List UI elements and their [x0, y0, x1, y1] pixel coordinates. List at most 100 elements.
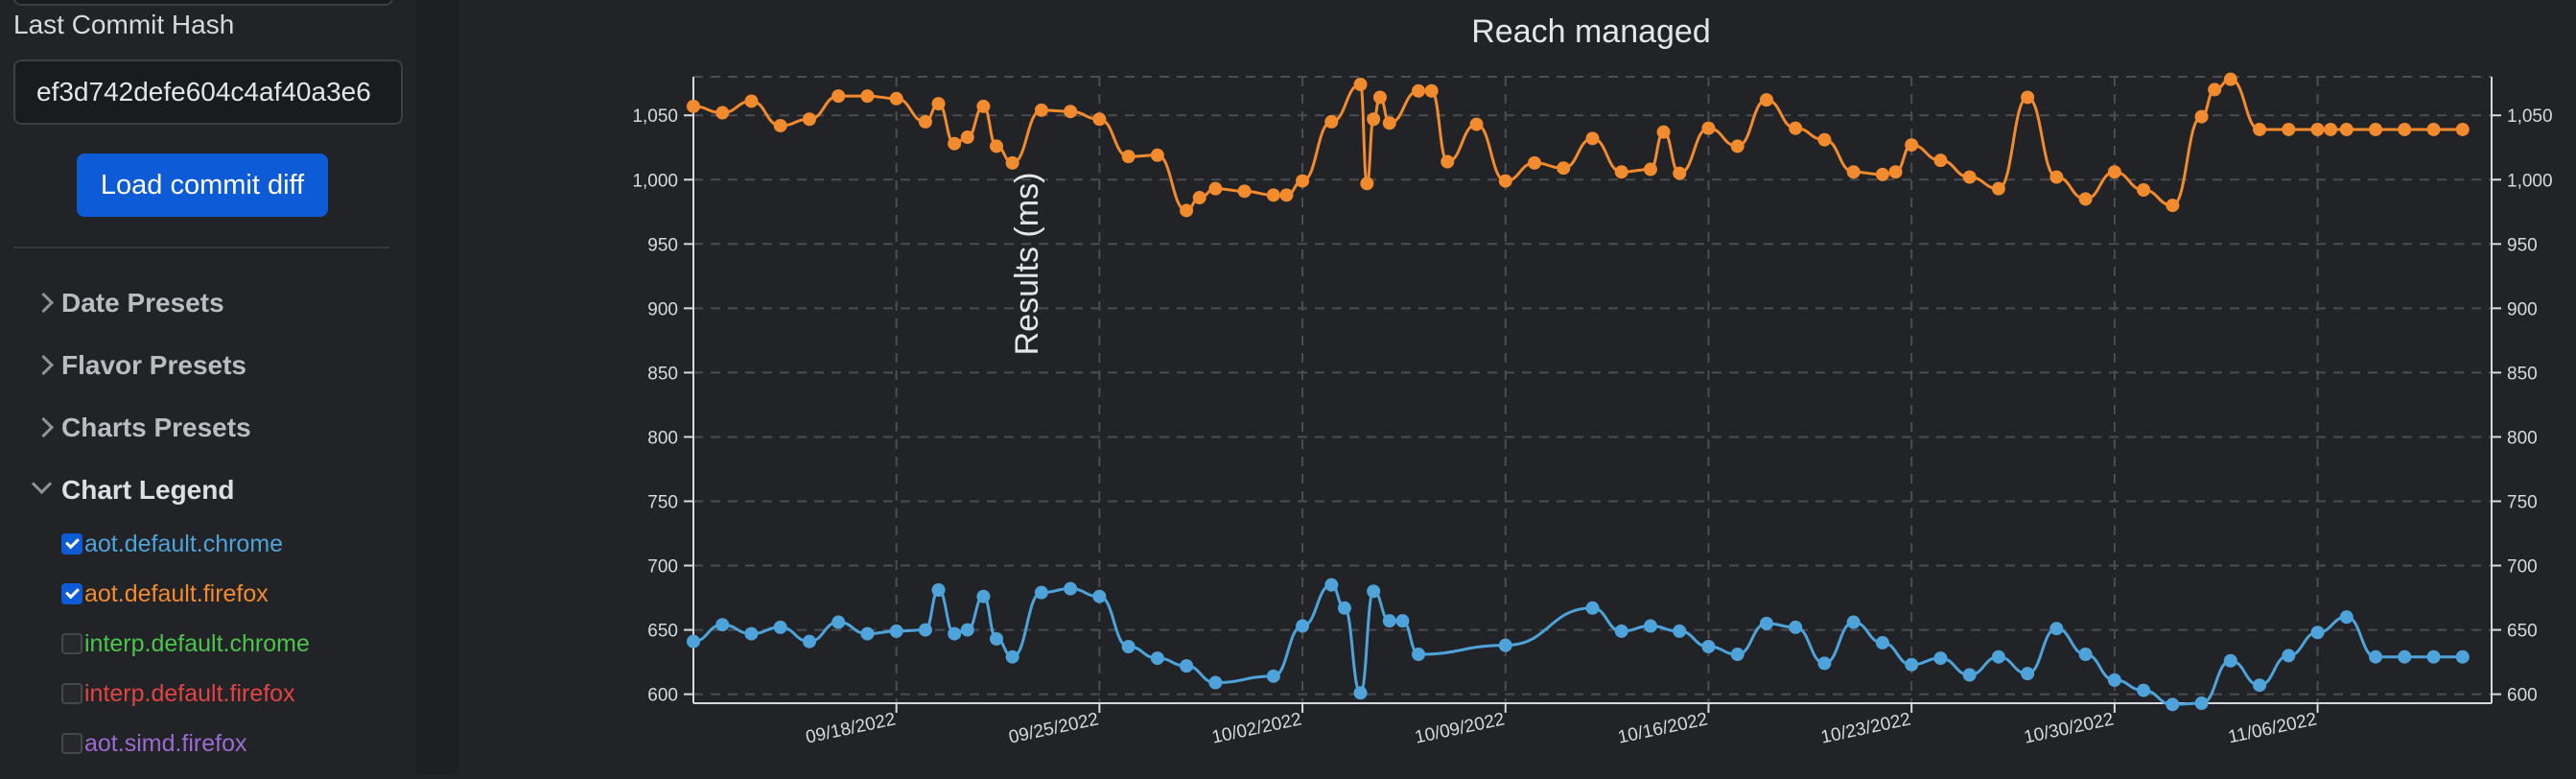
data-point-aot-default-chrome [990, 631, 1004, 646]
chart-panel: 600 600 650 650 700 700 750 750 800 800 850 850 900 9… [458, 0, 2576, 774]
previous-input-edge[interactable] [13, 0, 393, 6]
chevron-right-icon [31, 284, 61, 322]
data-point-aot-default-firefox [1656, 125, 1671, 139]
data-point-aot-default-firefox [1005, 155, 1019, 170]
series [687, 72, 2470, 712]
data-point-aot-default-firefox [2282, 122, 2296, 136]
y-tick-label-right: 1,050 [2507, 106, 2553, 127]
section-flavor-presets[interactable]: Flavor Presets [31, 346, 246, 385]
data-point-aot-default-firefox [1846, 165, 1861, 179]
data-point-aot-default-chrome [1789, 620, 1803, 634]
data-point-aot-default-firefox [1701, 121, 1716, 135]
data-point-aot-default-chrome [2455, 649, 2470, 664]
data-point-aot-default-chrome [1817, 656, 1832, 671]
legend-item-interp-default-chrome[interactable]: interp.default.chrome [61, 625, 310, 663]
data-point-aot-default-firefox [1150, 148, 1164, 162]
data-point-aot-default-chrome [1643, 619, 1657, 633]
data-point-aot-default-firefox [2194, 109, 2209, 124]
data-point-aot-default-firefox [2021, 90, 2035, 105]
y-tick-label-right: 850 [2507, 364, 2538, 384]
data-point-aot-default-firefox [1440, 154, 1455, 169]
data-point-aot-default-firefox [1279, 188, 1294, 202]
data-point-aot-default-chrome [1266, 669, 1280, 683]
checkbox-checked-icon[interactable] [61, 583, 82, 604]
data-point-aot-default-chrome [1673, 624, 1687, 638]
sidebar-gutter [416, 0, 458, 774]
data-point-aot-default-chrome [1412, 648, 1426, 662]
data-point-aot-default-firefox [1962, 170, 1977, 184]
legend-item-aot-simd-firefox[interactable]: aot.simd.firefox [61, 724, 247, 763]
data-point-aot-default-firefox [1192, 191, 1206, 205]
data-point-aot-default-chrome [1324, 578, 1339, 592]
data-point-aot-default-firefox [918, 114, 932, 129]
series-line-aot-default-chrome [692, 583, 2463, 706]
data-point-aot-default-firefox [948, 136, 962, 151]
data-point-aot-default-chrome [860, 626, 875, 641]
data-point-aot-default-chrome [2223, 653, 2237, 668]
data-point-aot-default-firefox [1991, 181, 2005, 196]
legend-item-label: interp.default.firefox [84, 679, 295, 707]
chevron-right-icon [31, 409, 61, 447]
data-point-aot-default-firefox [2223, 72, 2237, 86]
data-point-aot-default-chrome [1614, 624, 1628, 638]
y-tick-label-left: 950 [647, 235, 678, 255]
data-point-aot-default-firefox [2137, 182, 2151, 197]
data-point-aot-default-firefox [2455, 122, 2470, 136]
data-point-aot-default-firefox [1557, 161, 1571, 176]
data-point-aot-default-firefox [1469, 117, 1484, 131]
data-point-aot-default-firefox [1498, 174, 1512, 188]
section-label: Chart Legend [61, 475, 235, 505]
commit-hash-input[interactable] [13, 59, 403, 125]
section-chart-legend[interactable]: Chart Legend [31, 471, 234, 509]
checkbox-unchecked-icon[interactable] [61, 733, 82, 754]
sidebar: Last Commit Hash Load commit diff Date P… [0, 0, 418, 774]
data-point-aot-default-chrome [1395, 614, 1410, 628]
data-point-aot-default-firefox [1034, 103, 1048, 117]
legend-item-interp-default-firefox[interactable]: interp.default.firefox [61, 674, 295, 713]
checkbox-unchecked-icon[interactable] [61, 633, 82, 654]
data-point-aot-default-firefox [1673, 166, 1687, 180]
data-point-aot-default-chrome [2021, 667, 2035, 681]
x-tick-label: 10/30/2022 [2023, 709, 2116, 747]
data-point-aot-default-firefox [1585, 131, 1600, 146]
data-point-aot-default-chrome [2282, 649, 2296, 663]
data-point-aot-default-firefox [773, 118, 787, 132]
section-date-presets[interactable]: Date Presets [31, 284, 224, 322]
data-point-aot-default-firefox [2049, 170, 2064, 184]
data-point-aot-default-chrome [2369, 649, 2383, 664]
data-point-aot-default-chrome [2426, 649, 2441, 664]
data-point-aot-default-firefox [687, 99, 700, 113]
data-point-aot-default-chrome [1905, 657, 1919, 672]
data-point-aot-default-firefox [2208, 83, 2222, 97]
y-tick-label-left: 1,000 [632, 171, 678, 191]
data-point-aot-default-chrome [2166, 697, 2180, 712]
data-point-aot-default-firefox [1730, 139, 1745, 153]
data-point-aot-default-chrome [773, 620, 787, 634]
legend-item-aot-default-firefox[interactable]: aot.default.firefox [61, 575, 269, 613]
y-tick-label-right: 800 [2507, 428, 2538, 448]
data-point-aot-default-firefox [2398, 122, 2412, 136]
data-point-aot-default-firefox [2310, 122, 2325, 136]
data-point-aot-default-firefox [1296, 174, 1310, 188]
data-point-aot-default-firefox [1324, 114, 1339, 129]
y-tick-label-right: 600 [2507, 686, 2538, 706]
data-point-aot-default-chrome [1180, 659, 1194, 673]
data-point-aot-default-firefox [931, 97, 946, 111]
data-point-aot-default-firefox [1614, 165, 1628, 179]
legend-item-aot-default-chrome[interactable]: aot.default.chrome [61, 525, 283, 563]
data-point-aot-default-firefox [715, 106, 730, 120]
section-label: Flavor Presets [61, 350, 246, 380]
section-charts-presets[interactable]: Charts Presets [31, 409, 251, 447]
line-chart: 600 600 650 650 700 700 750 750 800 800 850 850 900 9… [632, 13, 2553, 748]
data-point-aot-default-firefox [2324, 122, 2338, 136]
checkbox-checked-icon[interactable] [61, 533, 82, 555]
y-tick-label-left: 600 [647, 686, 678, 706]
data-point-aot-default-chrome [1005, 649, 1019, 664]
data-point-aot-default-firefox [1064, 105, 1078, 119]
legend-item-label: interp.default.chrome [84, 629, 310, 657]
data-point-aot-default-firefox [889, 91, 903, 106]
data-point-aot-default-chrome [1367, 584, 1381, 599]
load-commit-diff-button[interactable]: Load commit diff [77, 153, 328, 217]
checkbox-unchecked-icon[interactable] [61, 683, 82, 704]
data-point-aot-default-firefox [2369, 122, 2383, 136]
